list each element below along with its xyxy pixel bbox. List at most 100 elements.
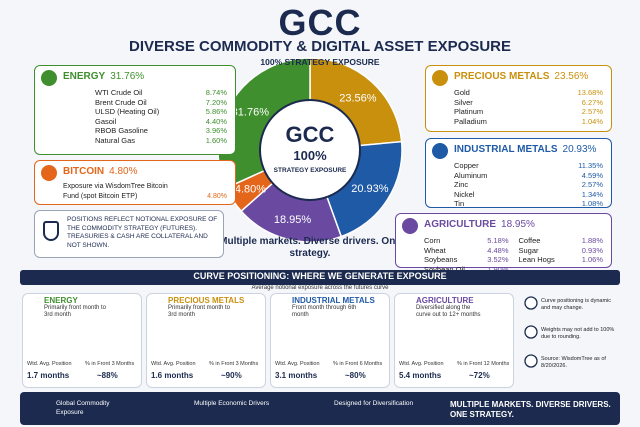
panel-item: Wheat 4.48% (424, 246, 509, 256)
item-name: Exposure via WisdomTree Bitcoin Fund (sp… (63, 183, 168, 200)
stat-label: Wtd. Avg. Position (27, 361, 72, 367)
item-name: Gasoil (95, 116, 117, 126)
footer-item: Global Commodity Exposure (56, 400, 110, 416)
tagline: Multiple markets. Diverse drivers. One s… (219, 236, 401, 259)
side-note: Curve positioning is dynamic and may cha… (541, 298, 612, 311)
note-box: POSITIONS REFLECT NOTIONAL EXPOSURE OF T… (34, 210, 224, 258)
curve-panel (22, 293, 142, 388)
panel-item: Aluminum 4.59% (454, 171, 603, 181)
curve-desc: Front month through 6th month (292, 305, 357, 318)
footer-item: Multiple Economic Drivers (194, 400, 270, 407)
stat-label: Wtd. Avg. Position (399, 361, 444, 367)
center-label: STRATEGY EXPOSURE (274, 167, 347, 174)
panel: ENERGY 31.76% WTI Crude Oil 8.74% Brent Crud… (34, 65, 236, 155)
curve-title: ENERGY (44, 296, 78, 305)
curve-header-bar (20, 270, 620, 285)
panel-heading: ENERGY 31.76% (63, 71, 144, 82)
item-weight: 7.20% (205, 97, 227, 107)
item-weight: 1.34% (581, 189, 603, 199)
panel-heading: INDUSTRIAL METALS 20.93% (454, 144, 596, 155)
curve-title: PRECIOUS METALS (168, 296, 245, 305)
panel-item: Palladium 1.04% (454, 117, 603, 127)
panel-item: Sugar 0.93% (519, 246, 604, 256)
panel-item: Zinc 2.57% (454, 180, 603, 190)
item-name: Coffee (518, 236, 541, 245)
panel-percent: 4.80% (109, 166, 138, 177)
item-name: WTI Crude Oil (95, 88, 143, 97)
item-weight: 5.18% (487, 236, 509, 245)
item-weight: 1.08% (581, 199, 603, 208)
shield-icon (43, 221, 59, 241)
footer-bar (20, 392, 620, 425)
stat-label: % in Front 3 Months (209, 361, 259, 367)
panel-icon (432, 143, 448, 159)
item-name: Soybeans (424, 255, 458, 264)
panel-items: Gold 13.68% Silver 6.27% Platinum 2.57% Pallad… (454, 88, 603, 126)
panel-item: Soybeans 3.52% (424, 255, 509, 265)
subtitle: DIVERSE COMMODITY & DIGITAL ASSET EXPOSU… (129, 38, 511, 55)
curve-panel (146, 293, 266, 388)
footer-item: Designed for Diversification (334, 400, 414, 407)
item-weight: 1.90% (487, 264, 509, 274)
panel-percent: 18.95% (501, 219, 535, 230)
panel: INDUSTRIAL METALS 20.93% Copper 11.35% Alumi… (425, 138, 612, 208)
stat-value: ~88% (97, 371, 118, 380)
panel-item: Copper 11.35% (454, 161, 603, 171)
donut-label: 18.95% (274, 214, 312, 226)
panel-item: Silver 6.27% (454, 98, 603, 108)
item-weight: 1.60% (205, 135, 227, 145)
center-name: GCC (286, 122, 335, 147)
item-name: Zinc (454, 180, 469, 189)
item-name: Platinum (454, 107, 484, 116)
footer-item: MULTIPLE MARKETS. DIVERSE DRIVERS. ONE S… (450, 400, 611, 419)
panel-item: Platinum 2.57% (454, 107, 603, 117)
note-icon (524, 325, 538, 339)
panel-percent: 20.93% (562, 144, 597, 155)
item-weight: 4.48% (487, 245, 509, 255)
panel-icon (41, 165, 57, 181)
note-icon (524, 354, 538, 368)
item-weight: 11.35% (578, 161, 603, 170)
item-name: Natural Gas (95, 135, 136, 145)
item-weight: 2.57% (581, 180, 603, 189)
stat-value: 1.7 months (27, 371, 70, 380)
tag: 100% STRATEGY EXPOSURE (260, 57, 380, 67)
panel-items: Corn 5.18% Wheat 4.48% Soybeans 3.52% Soybean … (424, 236, 603, 274)
panel-item: Soybean Oil 1.90% (424, 265, 509, 275)
panel-heading: BITCOIN 4.80% (63, 166, 137, 177)
panel-item: ULSD (Heating Oil) 5.86% (95, 107, 227, 117)
item-weight: 8.74% (205, 88, 227, 97)
panel-item: Brent Crude Oil 7.20% (95, 98, 227, 108)
donut-label: 4.80% (235, 184, 266, 196)
center-percent: 100% (293, 148, 327, 163)
panel-icon (41, 70, 57, 86)
item-name: RBOB Gasoline (95, 126, 148, 135)
panel-item: Exposure via WisdomTree Bitcoin Fund (sp… (63, 182, 227, 201)
item-name: ULSD (Heating Oil) (95, 107, 160, 116)
item-name: Silver (454, 97, 473, 107)
item-weight: 3.52% (487, 255, 509, 264)
donut-label: 23.56% (339, 93, 377, 105)
note-icon (524, 296, 538, 310)
curve-subtitle: Average notional exposure across the fut… (251, 285, 389, 291)
panel-items: WTI Crude Oil 8.74% Brent Crude Oil 7.20% UL… (95, 88, 227, 145)
item-weight: 0.93% (581, 245, 603, 255)
item-name: Copper (454, 161, 479, 170)
side-note: Source: WisdomTree as of 8/20/2026. (541, 356, 606, 369)
stat-label: Wtd. Avg. Position (151, 361, 196, 367)
panel-items: Exposure via WisdomTree Bitcoin Fund (sp… (63, 182, 227, 201)
panel-item: Lean Hogs 1.06% (519, 255, 604, 265)
stat-label: % in Front 12 Months (457, 361, 510, 367)
curve-panel (394, 293, 514, 388)
panel-item: Coffee 1.88% (519, 236, 604, 246)
item-name: Brent Crude Oil (95, 97, 147, 107)
stat-value: 5.4 months (399, 371, 442, 380)
item-weight: 6.27% (581, 97, 603, 107)
panel: AGRICULTURE 18.95% Corn 5.18% Wheat 4.48% Soyb… (395, 213, 612, 274)
curve-panel (270, 293, 390, 388)
curve-title: CURVE POSITIONING: WHERE WE GENERATE EXP… (193, 271, 447, 281)
item-weight: 1.88% (581, 236, 603, 245)
item-weight: 4.80% (207, 192, 227, 200)
title: GCC (278, 2, 362, 43)
panel-item: WTI Crude Oil 8.74% (95, 88, 227, 98)
